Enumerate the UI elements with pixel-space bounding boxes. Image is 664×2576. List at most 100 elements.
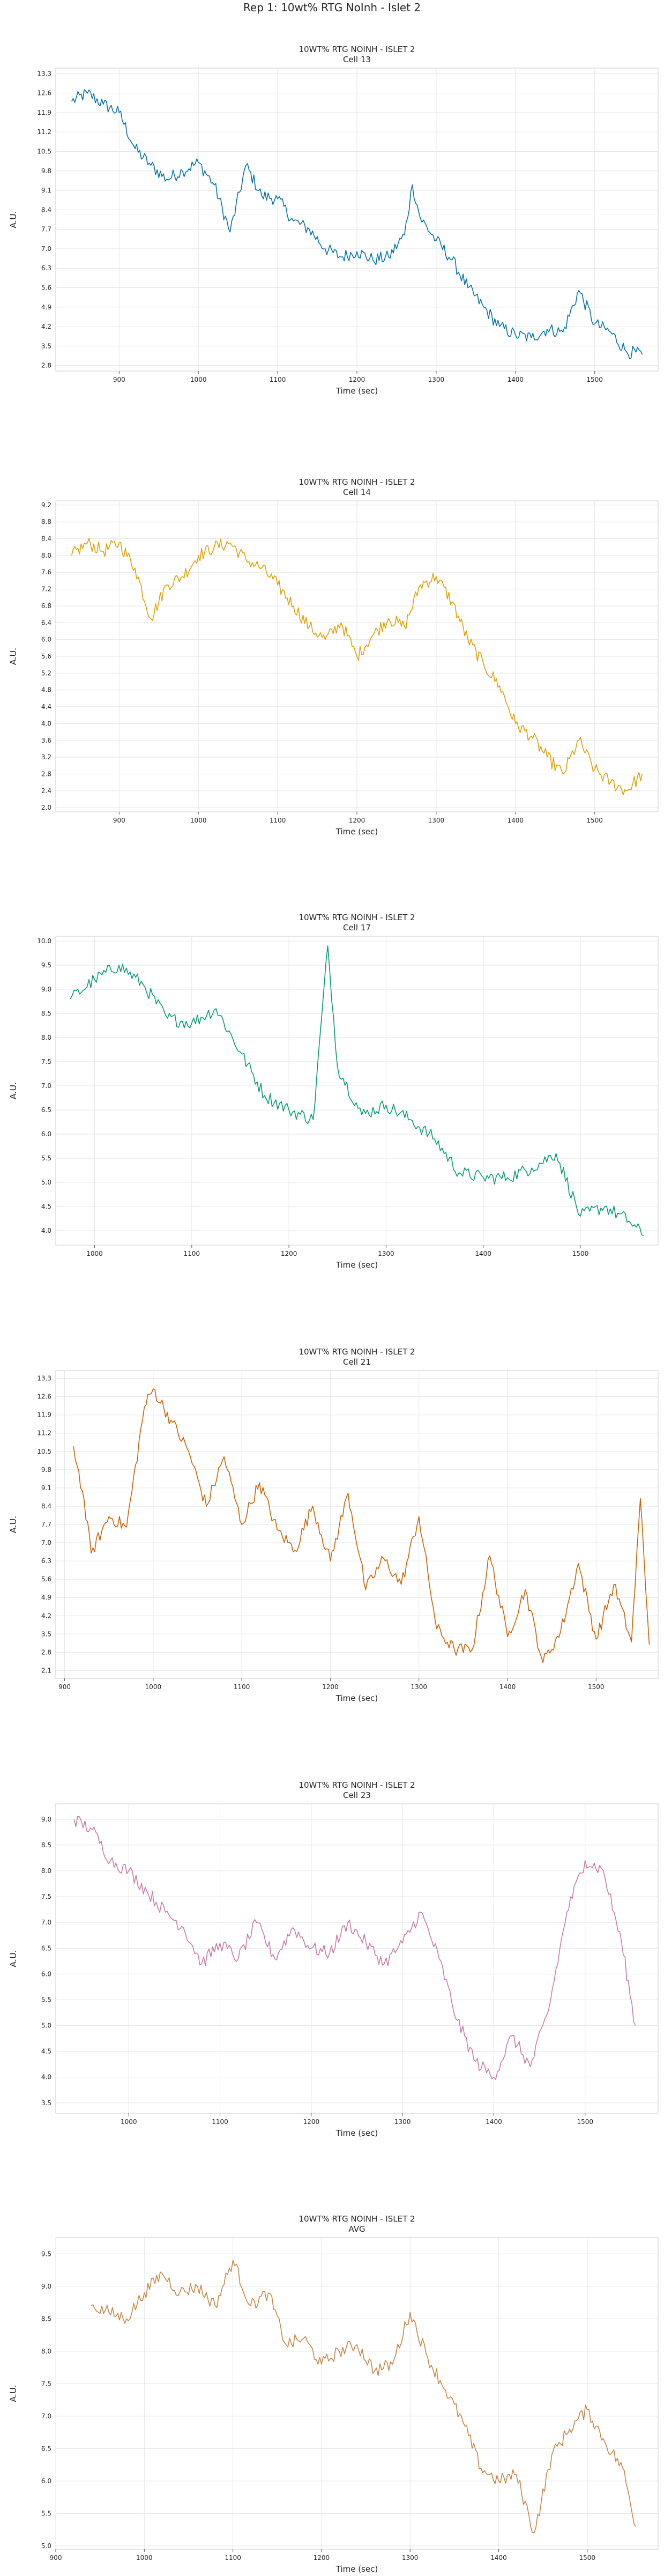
chart-subtitle: AVG	[348, 2224, 365, 2234]
y-tick-label: 4.5	[41, 1203, 51, 1210]
y-tick-label: 11.9	[37, 109, 51, 116]
x-tick-label: 1400	[490, 2554, 507, 2562]
x-tick-label: 1100	[225, 2554, 241, 2562]
y-tick-label: 7.0	[41, 2412, 51, 2420]
x-tick-label: 1300	[394, 2118, 411, 2126]
y-tick-label: 12.6	[37, 90, 51, 97]
series-line-1	[71, 537, 643, 795]
x-axis-label: Time (sec)	[335, 1260, 378, 1270]
y-tick-label: 5.6	[41, 653, 51, 660]
chart-title: 10WT% RTG NOINH - ISLET 2	[299, 2214, 415, 2224]
y-tick-label: 4.9	[41, 304, 51, 311]
y-tick-label: 8.0	[41, 1034, 51, 1041]
y-tick-label: 6.0	[41, 2477, 51, 2485]
chart-subtitle: Cell 23	[343, 1790, 371, 1800]
y-tick-label: 7.2	[41, 586, 51, 593]
y-tick-label: 6.0	[41, 1970, 51, 1978]
y-tick-label: 3.5	[41, 2099, 51, 2107]
plot-frame	[55, 936, 659, 1246]
y-tick-label: 13.3	[37, 70, 51, 77]
y-tick-label: 5.0	[41, 1179, 51, 1186]
y-tick-label: 8.5	[41, 1010, 51, 1017]
x-tick-label: 1100	[270, 817, 286, 824]
y-tick-label: 6.4	[41, 619, 51, 626]
y-tick-label: 7.6	[41, 568, 51, 576]
y-axis-label: A.U.	[8, 1950, 18, 1967]
y-tick-label: 9.0	[41, 986, 51, 993]
y-tick-label: 3.2	[41, 753, 51, 761]
chart-subtitle: Cell 14	[343, 487, 371, 497]
x-tick-label: 1100	[212, 2118, 228, 2126]
x-tick-label: 1500	[579, 2554, 595, 2562]
y-tick-label: 8.5	[41, 2315, 51, 2322]
x-tick-label: 1400	[475, 1250, 491, 1257]
y-tick-label: 3.6	[41, 737, 51, 744]
y-tick-label: 6.5	[41, 1944, 51, 1952]
y-tick-label: 9.5	[41, 2250, 51, 2257]
x-tick-label: 1300	[428, 817, 445, 824]
chart-panel-5: 3.5 4.0 4.5 5.0 5.5 6.0 6.5 7.0 7.5 8.0 8.5 9.0 1000…	[8, 1780, 659, 2138]
x-tick-label: 1200	[349, 376, 365, 383]
series-line-1	[73, 1816, 636, 2081]
x-tick-label: 1200	[349, 817, 365, 824]
y-tick-label: 9.2	[41, 501, 51, 509]
x-axis-label: Time (sec)	[335, 827, 378, 837]
y-axis-label: A.U.	[8, 1082, 18, 1100]
y-tick-label: 11.2	[37, 1430, 51, 1437]
y-tick-label: 8.0	[41, 2348, 51, 2355]
y-tick-label: 7.0	[41, 1919, 51, 1926]
series-line-1	[70, 945, 644, 1236]
figure-suptitle: Rep 1: 10wt% RTG NoInh - Islet 2	[243, 1, 421, 14]
x-axis-label: Time (sec)	[335, 386, 378, 396]
x-tick-label: 900	[50, 2554, 62, 2562]
y-tick-label: 8.0	[41, 1867, 51, 1875]
y-tick-label: 8.8	[41, 518, 51, 525]
y-tick-label: 5.0	[41, 2022, 51, 2030]
y-tick-label: 9.0	[41, 1816, 51, 1823]
chart-title: 10WT% RTG NOINH - ISLET 2	[299, 1780, 415, 1790]
y-tick-label: 4.2	[41, 1612, 51, 1619]
y-tick-label: 4.4	[41, 703, 51, 710]
y-tick-label: 6.0	[41, 636, 51, 643]
y-tick-label: 9.1	[41, 187, 51, 194]
y-tick-label: 7.0	[41, 1082, 51, 1090]
chart-panel-2: 2.0 2.4 2.8 3.2 3.6 4.0 4.4 4.8 5.2 5.6 6.0 6.4 6.8 7…	[8, 477, 659, 837]
x-axis-label: Time (sec)	[335, 2564, 378, 2574]
chart-panel-3: 4.0 4.5 5.0 5.5 6.0 6.5 7.0 7.5 8.0 8.5 9.0 9.5 10.0…	[8, 913, 659, 1270]
y-tick-label: 5.6	[41, 284, 51, 291]
x-tick-label: 900	[113, 376, 125, 383]
x-tick-label: 1200	[314, 2554, 330, 2562]
x-tick-label: 1300	[428, 376, 445, 383]
x-tick-label: 1300	[411, 1683, 427, 1691]
y-tick-label: 2.0	[41, 804, 51, 811]
y-tick-label: 6.5	[41, 2445, 51, 2452]
y-tick-label: 6.3	[41, 264, 51, 272]
x-tick-label: 1500	[586, 817, 603, 824]
x-tick-label: 1400	[508, 376, 524, 383]
plot-frame	[55, 1803, 659, 2114]
y-tick-label: 5.5	[41, 1996, 51, 2003]
x-tick-label: 1000	[190, 376, 207, 383]
x-tick-label: 1200	[281, 1250, 297, 1257]
y-tick-label: 2.8	[41, 770, 51, 778]
y-tick-label: 8.4	[41, 206, 51, 213]
y-tick-label: 9.5	[41, 961, 51, 969]
x-tick-label: 900	[113, 817, 125, 824]
y-tick-label: 7.0	[41, 1539, 51, 1546]
x-tick-label: 1300	[378, 1250, 394, 1257]
y-tick-label: 7.5	[41, 1058, 51, 1065]
y-tick-label: 7.7	[41, 226, 51, 233]
chart-title: 10WT% RTG NOINH - ISLET 2	[299, 477, 415, 487]
x-tick-label: 1300	[402, 2554, 419, 2562]
x-tick-label: 1000	[145, 1683, 162, 1691]
y-tick-label: 7.0	[41, 245, 51, 253]
x-tick-label: 1200	[303, 2118, 320, 2126]
y-tick-label: 6.3	[41, 1557, 51, 1565]
y-tick-label: 4.0	[41, 1227, 51, 1234]
y-tick-label: 5.5	[41, 1154, 51, 1162]
y-tick-label: 3.5	[41, 342, 51, 350]
x-axis-label: Time (sec)	[335, 2128, 378, 2138]
x-tick-label: 1400	[499, 1683, 516, 1691]
y-tick-label: 9.8	[41, 1466, 51, 1474]
